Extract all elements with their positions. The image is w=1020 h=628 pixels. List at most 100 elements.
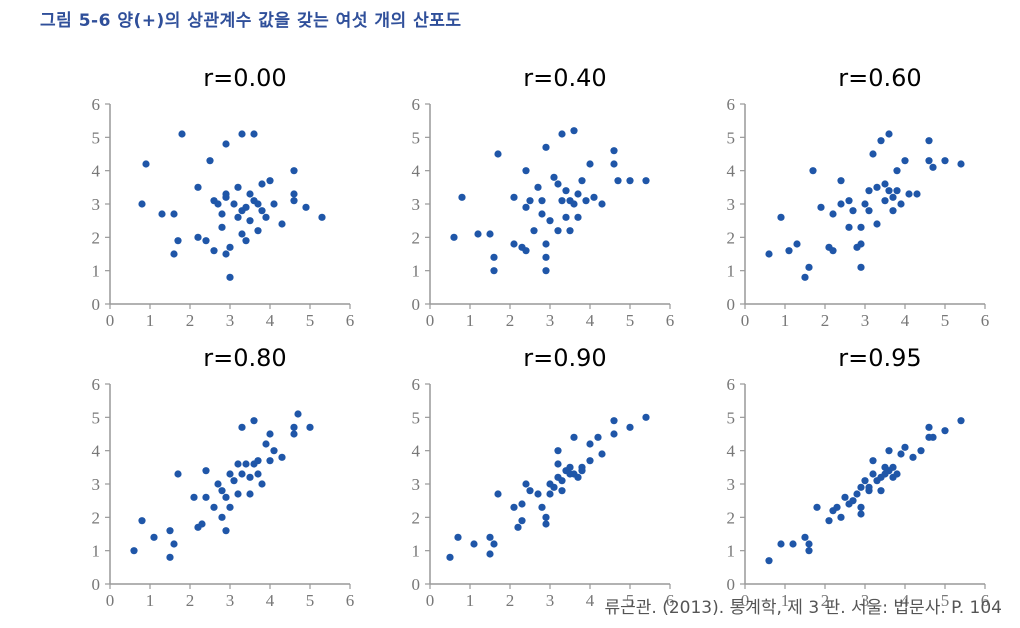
x-tick-label: 1 (781, 311, 790, 330)
data-point (294, 410, 302, 418)
data-point (626, 423, 634, 431)
data-point (266, 457, 274, 465)
data-point (170, 540, 178, 548)
data-point (957, 160, 965, 168)
panel-title: r=0.80 (203, 344, 287, 372)
panel-title: r=0.00 (203, 64, 287, 92)
data-point (266, 430, 274, 438)
data-point (290, 167, 298, 175)
data-point (789, 540, 797, 548)
data-point (873, 183, 881, 191)
x-tick-label: 0 (106, 311, 115, 330)
data-point (550, 483, 558, 491)
data-point (578, 467, 586, 475)
data-point (254, 470, 262, 478)
x-tick-label: 1 (466, 311, 475, 330)
data-point (242, 203, 250, 211)
y-tick-label: 3 (92, 475, 101, 494)
data-point (893, 167, 901, 175)
data-point (893, 187, 901, 195)
data-point (881, 197, 889, 205)
data-point (534, 490, 542, 498)
data-point (218, 513, 226, 521)
x-tick-label: 4 (586, 311, 595, 330)
data-point (270, 200, 278, 208)
y-tick-label: 1 (92, 542, 101, 561)
x-tick-label: 5 (306, 311, 315, 330)
data-point (913, 190, 921, 198)
data-point (861, 477, 869, 485)
data-point (218, 223, 226, 231)
data-point (586, 160, 594, 168)
data-point (222, 493, 230, 501)
scatter-plot: 0 1 2 3 4 5 6 0 1 2 3 4 5 6 (412, 95, 675, 330)
data-point (777, 540, 785, 548)
y-tick-label: 0 (727, 295, 736, 314)
data-point (486, 230, 494, 238)
x-tick-label: 5 (626, 591, 635, 610)
panel-title: r=0.60 (838, 64, 922, 92)
data-point (526, 487, 534, 495)
data-point (454, 533, 462, 541)
data-point (857, 483, 865, 491)
x-tick-label: 0 (426, 311, 435, 330)
x-tick-label: 6 (981, 591, 990, 610)
data-point (250, 417, 258, 425)
data-point (897, 450, 905, 458)
data-point (610, 160, 618, 168)
y-tick-label: 1 (412, 542, 421, 561)
x-tick-label: 1 (146, 311, 155, 330)
y-tick-label: 1 (92, 262, 101, 281)
y-tick-label: 3 (412, 195, 421, 214)
data-point (865, 207, 873, 215)
data-point (590, 193, 598, 201)
data-point (574, 190, 582, 198)
data-point (266, 177, 274, 185)
data-point (566, 227, 574, 235)
data-point (490, 540, 498, 548)
data-point (570, 127, 578, 135)
data-point (893, 470, 901, 478)
data-point (837, 513, 845, 521)
data-point (901, 157, 909, 165)
data-point (586, 457, 594, 465)
y-tick-label: 2 (92, 508, 101, 527)
y-tick-label: 6 (727, 95, 736, 114)
scatter-panel-r095: r=0.95 0 1 2 3 4 5 6 0 1 2 3 4 5 6 (715, 344, 1020, 614)
data-point (546, 490, 554, 498)
panel-title: r=0.95 (838, 344, 922, 372)
data-point (857, 223, 865, 231)
data-point (837, 200, 845, 208)
data-point (566, 463, 574, 471)
data-point (486, 550, 494, 558)
data-point (570, 200, 578, 208)
data-point (230, 477, 238, 485)
data-point (222, 250, 230, 258)
data-point (130, 547, 138, 555)
data-point (470, 540, 478, 548)
scatter-panel-r000: r=0.00 0 1 2 3 4 5 6 0 1 2 3 4 5 6 (80, 64, 410, 334)
scatter-panel-r090: r=0.90 0 1 2 3 4 5 6 0 1 2 3 4 5 6 (400, 344, 730, 614)
scatter-panel-r080: r=0.80 0 1 2 3 4 5 6 0 1 2 3 4 5 6 (80, 344, 410, 614)
y-tick-label: 1 (727, 262, 736, 281)
data-point (857, 240, 865, 248)
data-point (290, 190, 298, 198)
y-tick-label: 0 (412, 295, 421, 314)
data-point (857, 510, 865, 518)
x-tick-label: 0 (741, 591, 750, 610)
data-point (214, 200, 222, 208)
x-tick-label: 4 (901, 311, 910, 330)
x-tick-label: 2 (186, 311, 195, 330)
data-point (642, 413, 650, 421)
data-point (254, 200, 262, 208)
data-point (238, 230, 246, 238)
x-tick-label: 2 (506, 591, 515, 610)
data-point (610, 430, 618, 438)
x-tick-label: 4 (266, 311, 275, 330)
data-point (889, 207, 897, 215)
y-tick-label: 2 (92, 228, 101, 247)
x-tick-label: 3 (546, 591, 555, 610)
data-point (785, 247, 793, 255)
x-tick-label: 5 (306, 591, 315, 610)
y-tick-label: 3 (92, 195, 101, 214)
